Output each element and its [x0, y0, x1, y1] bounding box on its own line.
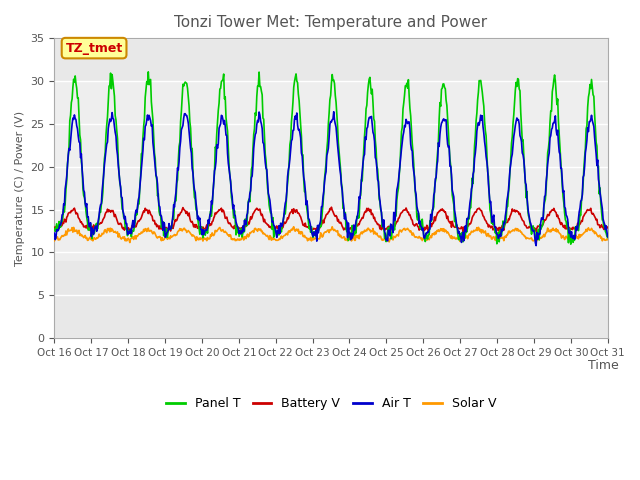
- Legend: Panel T, Battery V, Air T, Solar V: Panel T, Battery V, Air T, Solar V: [161, 393, 501, 416]
- Panel T: [604, 235, 612, 240]
- Panel T: [175, 158, 182, 164]
- Air T: [415, 221, 423, 227]
- Solar V: [61, 232, 68, 238]
- Air T: [604, 234, 612, 240]
- Battery V: [399, 208, 407, 214]
- Solar V: [126, 240, 134, 245]
- Panel T: [118, 195, 125, 201]
- Solar V: [290, 224, 298, 229]
- X-axis label: Time: Time: [588, 359, 619, 372]
- Air T: [203, 228, 211, 233]
- Air T: [118, 194, 125, 200]
- Solar V: [118, 236, 125, 242]
- Air T: [399, 133, 407, 139]
- Battery V: [118, 221, 125, 227]
- Air T: [51, 230, 58, 236]
- Air T: [61, 202, 68, 208]
- Solar V: [204, 235, 211, 240]
- Y-axis label: Temperature (C) / Power (V): Temperature (C) / Power (V): [15, 110, 25, 266]
- Text: TZ_tmet: TZ_tmet: [65, 42, 123, 55]
- Panel T: [415, 213, 423, 219]
- Panel T: [204, 230, 211, 236]
- Line: Solar V: Solar V: [54, 227, 608, 242]
- Air T: [330, 109, 337, 115]
- Battery V: [51, 225, 58, 230]
- Panel T: [51, 226, 58, 231]
- Panel T: [399, 106, 407, 112]
- Panel T: [61, 209, 68, 215]
- Battery V: [459, 229, 467, 235]
- Air T: [173, 165, 181, 171]
- Line: Battery V: Battery V: [54, 207, 608, 232]
- Solar V: [51, 238, 58, 244]
- Line: Panel T: Panel T: [54, 72, 608, 244]
- Solar V: [400, 226, 408, 231]
- Panel T: [145, 69, 152, 75]
- Line: Air T: Air T: [54, 112, 608, 246]
- Battery V: [61, 216, 68, 222]
- Battery V: [203, 222, 211, 228]
- Solar V: [175, 228, 182, 234]
- Battery V: [604, 225, 612, 230]
- Air T: [532, 243, 540, 249]
- Panel T: [567, 241, 575, 247]
- Bar: [54, 81, 608, 261]
- Title: Tonzi Tower Met: Temperature and Power: Tonzi Tower Met: Temperature and Power: [175, 15, 488, 30]
- Solar V: [416, 235, 424, 240]
- Battery V: [415, 227, 423, 233]
- Battery V: [173, 216, 181, 221]
- Solar V: [604, 237, 612, 242]
- Battery V: [328, 204, 335, 210]
